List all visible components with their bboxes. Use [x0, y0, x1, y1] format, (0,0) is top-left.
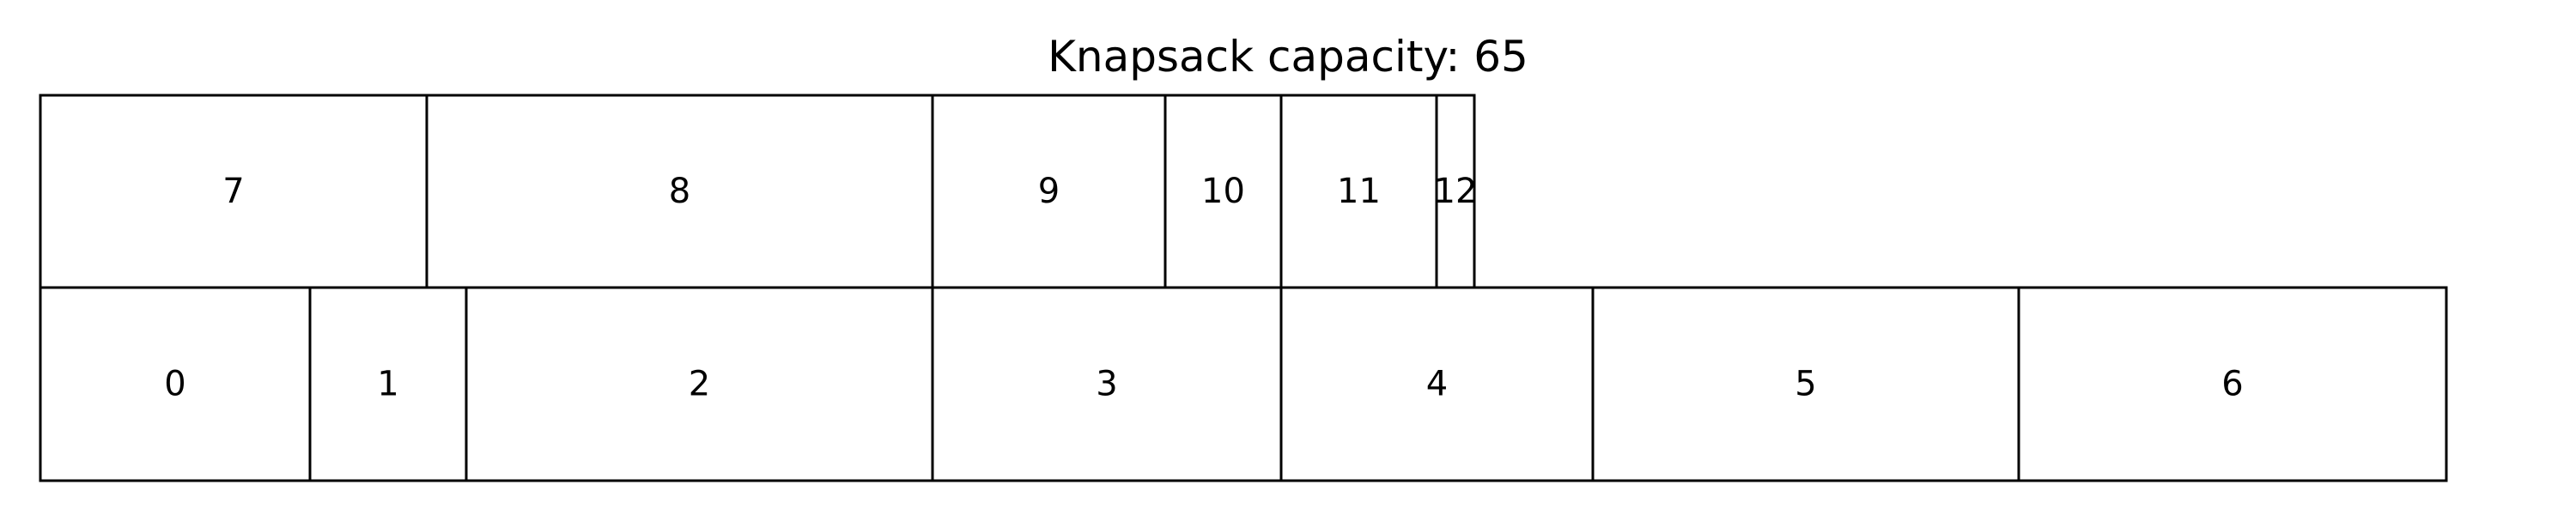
item-block: 2 [465, 286, 934, 482]
item-label: 5 [1795, 365, 1816, 404]
item-block: 9 [931, 94, 1167, 289]
item-box [39, 286, 312, 482]
item-box [425, 94, 934, 289]
item-label: 11 [1337, 172, 1381, 211]
item-label: 1 [377, 365, 398, 404]
item-label: 6 [2221, 365, 2243, 404]
row-bottom: 0 1 2 3 4 5 6 [39, 286, 2448, 482]
item-label: 3 [1096, 365, 1117, 404]
item-block: 10 [1163, 94, 1283, 289]
item-block: 4 [1279, 286, 1595, 482]
item-box [931, 286, 1283, 482]
item-block: 6 [2017, 286, 2448, 482]
item-label: 0 [164, 365, 185, 404]
item-box [1279, 286, 1595, 482]
item-box [465, 286, 934, 482]
item-label: 4 [1426, 365, 1448, 404]
item-block: 5 [1591, 286, 2020, 482]
item-block: 1 [308, 286, 468, 482]
item-label: 9 [1038, 172, 1060, 211]
item-label: 2 [689, 365, 710, 404]
diagram-title: Knapsack capacity: 65 [1048, 32, 1528, 82]
item-block: 7 [39, 94, 428, 289]
item-box [2017, 286, 2448, 482]
item-box [1279, 94, 1438, 289]
item-label: 10 [1201, 172, 1245, 211]
item-block: 8 [425, 94, 934, 289]
item-box [1435, 94, 1476, 289]
item-label: 8 [669, 172, 690, 211]
item-label: 7 [222, 172, 244, 211]
item-box [1591, 286, 2020, 482]
item-box [931, 94, 1167, 289]
item-box [39, 94, 428, 289]
item-block: 3 [931, 286, 1283, 482]
item-block: 12 [1434, 94, 1478, 289]
item-block: 0 [39, 286, 312, 482]
item-box [1163, 94, 1283, 289]
item-block: 11 [1279, 94, 1438, 289]
item-label: 12 [1434, 172, 1478, 211]
row-top: 7 8 9 10 11 12 [39, 94, 1478, 289]
